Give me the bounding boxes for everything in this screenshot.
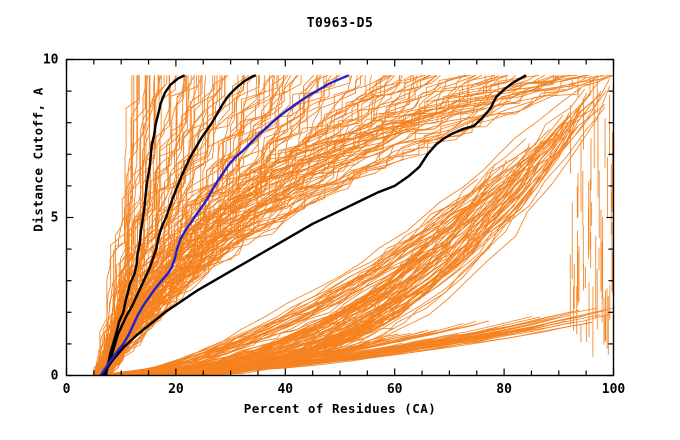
prediction-curve bbox=[98, 74, 559, 376]
prediction-curve bbox=[98, 116, 571, 376]
x-axis-label: Percent of Residues (CA) bbox=[243, 401, 437, 416]
prediction-curve bbox=[111, 156, 519, 376]
prediction-curve bbox=[104, 74, 614, 376]
prediction-curve bbox=[111, 90, 607, 376]
prediction-curve bbox=[104, 94, 601, 376]
prediction-curve bbox=[110, 87, 582, 376]
prediction-curve bbox=[96, 74, 614, 376]
prediction-curve bbox=[107, 111, 579, 376]
prediction-curve bbox=[93, 88, 586, 376]
prediction-curve bbox=[108, 74, 546, 376]
prediction-curve bbox=[124, 321, 593, 376]
prediction-curve bbox=[109, 75, 586, 376]
prediction-curve bbox=[99, 74, 614, 376]
prediction-curve bbox=[95, 74, 364, 376]
axes-frame bbox=[65, 58, 615, 377]
prediction-curve bbox=[120, 313, 610, 376]
x-tick-label: 60 bbox=[386, 381, 403, 397]
prediction-curve bbox=[109, 75, 507, 376]
x-tick-label: 0 bbox=[62, 381, 71, 397]
prediction-curve bbox=[93, 74, 414, 376]
highlight-curve bbox=[104, 74, 186, 376]
prediction-curve bbox=[110, 146, 530, 376]
prediction-curve bbox=[97, 78, 602, 376]
prediction-curve bbox=[99, 74, 585, 376]
prediction-curve bbox=[103, 74, 614, 376]
highlight-curve bbox=[101, 74, 527, 377]
x-tick-label: 100 bbox=[601, 381, 626, 397]
x-tick-label: 80 bbox=[496, 381, 512, 397]
y-tick-label: 0 bbox=[50, 368, 59, 383]
prediction-curve bbox=[106, 166, 525, 376]
prediction-curve bbox=[110, 115, 569, 376]
chart-title: T0963-D5 bbox=[306, 16, 374, 31]
prediction-curve bbox=[110, 320, 489, 376]
curves-layer bbox=[92, 74, 614, 377]
x-tick-label: 20 bbox=[168, 381, 184, 397]
prediction-curve bbox=[108, 74, 589, 376]
y-tick-label: 5 bbox=[50, 210, 59, 225]
prediction-curve bbox=[102, 314, 571, 376]
prediction-curve bbox=[101, 74, 587, 376]
prediction-curve bbox=[95, 75, 133, 376]
y-tick-label: 10 bbox=[42, 52, 59, 67]
prediction-curve bbox=[101, 75, 339, 376]
prediction-curve bbox=[111, 109, 597, 376]
prediction-curve bbox=[102, 74, 564, 376]
prediction-curve bbox=[109, 74, 604, 376]
prediction-curve bbox=[93, 75, 146, 376]
prediction-curve bbox=[98, 75, 218, 376]
prediction-curve bbox=[93, 75, 140, 376]
prediction-curve bbox=[109, 74, 468, 376]
prediction-curve bbox=[105, 75, 412, 376]
prediction-curve bbox=[98, 184, 499, 376]
prediction-curve bbox=[101, 75, 556, 376]
prediction-curve bbox=[106, 75, 318, 376]
prediction-curve bbox=[100, 93, 602, 376]
x-tick-label: 40 bbox=[277, 381, 294, 397]
highlight-curve bbox=[99, 74, 350, 377]
highlight-curve bbox=[102, 74, 257, 376]
prediction-curve bbox=[107, 314, 601, 376]
prediction-curve bbox=[116, 307, 614, 376]
prediction-curve bbox=[96, 74, 472, 376]
prediction-curve bbox=[103, 338, 365, 376]
prediction-curve bbox=[100, 74, 507, 376]
prediction-curve bbox=[109, 74, 495, 376]
